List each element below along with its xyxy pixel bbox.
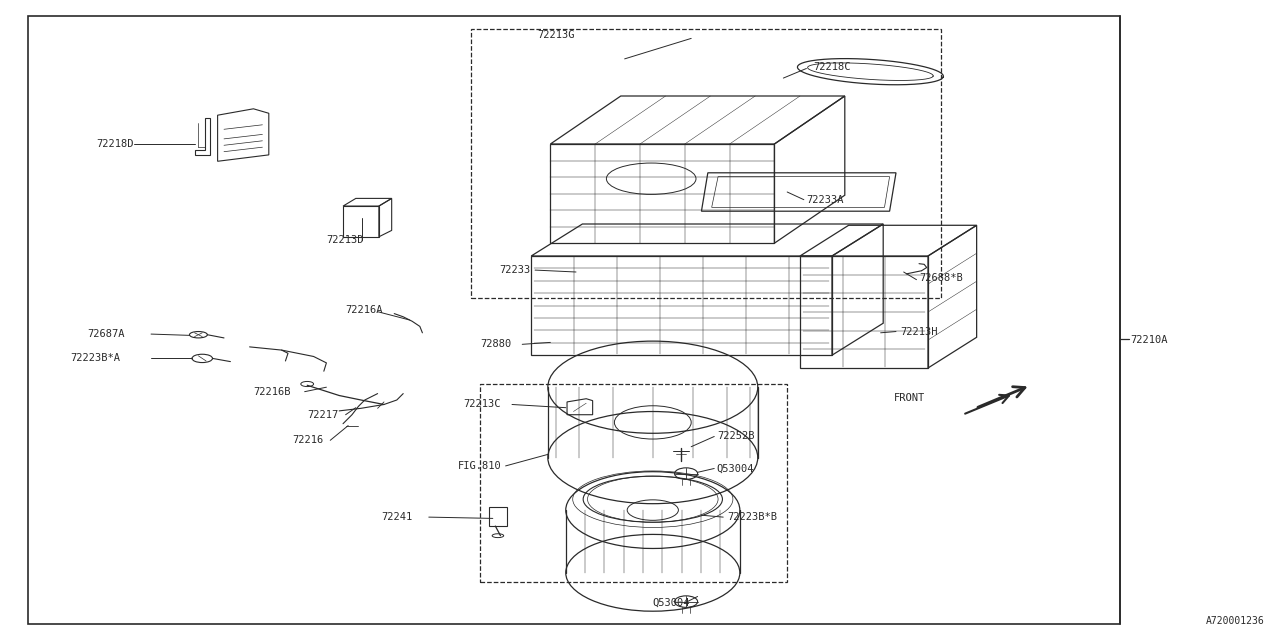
Text: 72880: 72880 — [480, 339, 511, 349]
Text: 72216: 72216 — [292, 435, 323, 445]
Text: 72213H: 72213H — [900, 326, 937, 337]
Text: 72241: 72241 — [381, 512, 412, 522]
Text: 72223B*B: 72223B*B — [727, 512, 777, 522]
Text: 72213G: 72213G — [538, 30, 575, 40]
Text: 72233A: 72233A — [806, 195, 844, 205]
Text: A720001236: A720001236 — [1206, 616, 1265, 626]
Text: 72217: 72217 — [307, 410, 338, 420]
Text: 72213D: 72213D — [326, 235, 364, 245]
Text: 72252B: 72252B — [717, 431, 754, 442]
Text: Q53004: Q53004 — [717, 463, 754, 474]
Text: 72687A: 72687A — [87, 329, 124, 339]
Text: 72223B*A: 72223B*A — [70, 353, 120, 364]
Text: 72218C: 72218C — [813, 62, 850, 72]
Text: 72216A: 72216A — [346, 305, 383, 316]
Text: 72213C: 72213C — [463, 399, 500, 410]
Text: 72233: 72233 — [499, 265, 530, 275]
Text: 72218D: 72218D — [96, 139, 133, 149]
Text: 72216B: 72216B — [253, 387, 291, 397]
Text: Q53004: Q53004 — [653, 598, 690, 608]
Text: 72210A: 72210A — [1130, 335, 1167, 346]
Text: FIG.810: FIG.810 — [458, 461, 502, 471]
Text: 72688*B: 72688*B — [919, 273, 963, 284]
Text: FRONT: FRONT — [893, 393, 924, 403]
